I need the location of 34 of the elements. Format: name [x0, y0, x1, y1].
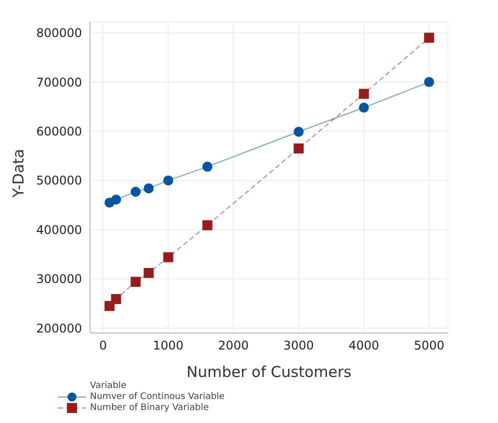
- y-tick-label: 400000: [36, 222, 82, 237]
- point: [163, 252, 174, 262]
- y-axis-title: Y-Data: [9, 148, 28, 198]
- point: [294, 143, 304, 154]
- point: [130, 186, 141, 197]
- point: [294, 126, 304, 137]
- point: [144, 268, 154, 278]
- point: [130, 276, 141, 287]
- y-tick-label: 200000: [36, 321, 82, 336]
- point: [358, 88, 369, 99]
- y-tick-label: 700000: [36, 75, 82, 90]
- y-tick-label: 600000: [36, 124, 82, 139]
- y-tick-label: 500000: [36, 174, 82, 188]
- legend-title: Variable: [89, 381, 128, 391]
- point: [111, 194, 122, 205]
- point: [424, 77, 434, 88]
- point: [111, 294, 122, 304]
- point: [358, 102, 369, 113]
- x-tick-label: 2000: [218, 338, 249, 353]
- x-tick-label: 3000: [283, 338, 314, 353]
- legend-label: Numver of Continous Variable: [90, 392, 225, 402]
- point: [424, 32, 434, 43]
- point: [163, 175, 174, 186]
- point: [202, 220, 212, 230]
- x-tick-label: 0: [99, 338, 107, 353]
- x-tick-label: 1000: [152, 338, 184, 353]
- x-tick-label: 4000: [348, 338, 380, 353]
- point: [144, 183, 154, 194]
- x-axis-title: Number of Customers: [186, 363, 352, 381]
- y-tick-label: 300000: [36, 272, 82, 286]
- legend-label: Number of Binary Variable: [90, 402, 209, 412]
- point: [202, 162, 212, 172]
- y-tick-label: 800000: [36, 26, 82, 40]
- x-tick-label: 5000: [414, 338, 444, 353]
